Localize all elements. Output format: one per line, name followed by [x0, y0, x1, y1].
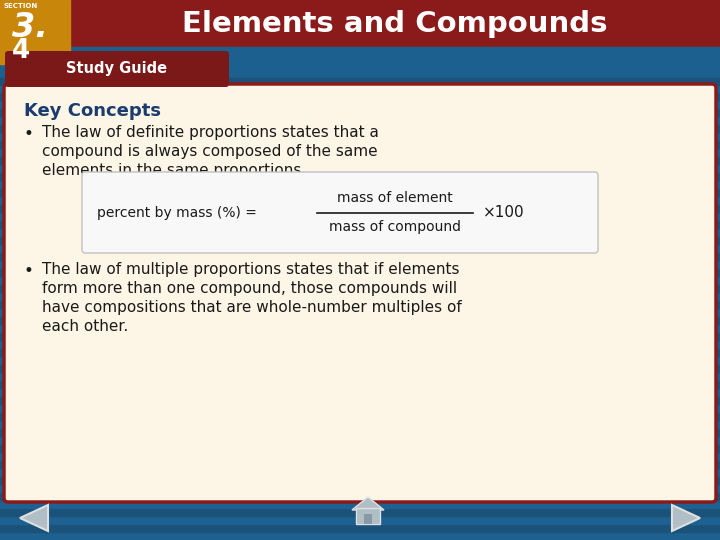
Polygon shape	[20, 505, 48, 531]
Bar	[0, 0, 70, 64]
Bar	[0, 316, 720, 324]
Bar	[0, 124, 720, 132]
Bar	[0, 436, 720, 444]
Bar	[0, 20, 720, 28]
Bar	[0, 196, 720, 204]
Text: compound is always composed of the same: compound is always composed of the same	[42, 144, 377, 159]
Bar	[0, 164, 720, 172]
Bar	[0, 420, 720, 428]
Bar	[0, 372, 720, 380]
Bar	[0, 84, 720, 92]
Bar	[0, 356, 720, 364]
Bar	[0, 268, 720, 276]
Bar	[0, 532, 720, 540]
Bar	[0, 36, 720, 44]
Bar	[0, 44, 720, 52]
Bar	[356, 508, 380, 524]
Text: Study Guide: Study Guide	[66, 62, 168, 77]
Text: Elements and Compounds: Elements and Compounds	[182, 10, 608, 38]
Bar	[0, 460, 720, 468]
Bar	[0, 244, 720, 252]
Text: have compositions that are whole-number multiples of: have compositions that are whole-number …	[42, 300, 462, 315]
Bar	[0, 260, 720, 268]
Text: mass of compound: mass of compound	[329, 219, 461, 233]
Text: The law of definite proportions states that a: The law of definite proportions states t…	[42, 125, 379, 140]
Text: ×100: ×100	[483, 205, 525, 220]
Bar	[0, 428, 720, 436]
Bar	[0, 0, 720, 47]
Text: •: •	[24, 262, 34, 280]
Bar	[0, 492, 720, 500]
Bar	[0, 140, 720, 148]
Bar	[0, 276, 720, 284]
Bar	[0, 78, 720, 85]
Bar	[0, 212, 720, 220]
Bar	[0, 508, 720, 516]
Bar	[0, 516, 720, 524]
FancyBboxPatch shape	[5, 51, 229, 87]
Bar	[0, 60, 720, 68]
Bar	[0, 292, 720, 300]
Bar	[0, 500, 720, 508]
Bar	[0, 108, 720, 116]
Bar	[0, 68, 720, 76]
Bar	[0, 172, 720, 180]
Bar	[0, 204, 720, 212]
Bar	[0, 252, 720, 260]
Bar	[0, 236, 720, 244]
Bar	[0, 28, 720, 36]
Bar	[0, 52, 720, 60]
Text: Key Concepts: Key Concepts	[24, 102, 161, 120]
Bar	[0, 220, 720, 228]
Bar	[0, 188, 720, 196]
Text: •: •	[24, 125, 34, 143]
Bar	[0, 4, 720, 12]
Text: mass of element: mass of element	[337, 192, 453, 206]
FancyBboxPatch shape	[4, 84, 716, 502]
Bar	[0, 380, 720, 388]
Polygon shape	[352, 497, 384, 510]
Bar	[0, 484, 720, 492]
Polygon shape	[672, 505, 700, 531]
Bar	[0, 444, 720, 452]
Bar	[0, 348, 720, 356]
Bar	[0, 332, 720, 340]
Text: SECTION: SECTION	[4, 3, 38, 9]
Bar	[0, 100, 720, 108]
Bar	[0, 404, 720, 412]
Bar	[0, 148, 720, 156]
Bar	[0, 388, 720, 396]
Bar	[0, 228, 720, 236]
Bar	[0, 364, 720, 372]
Text: elements in the same proportions.: elements in the same proportions.	[42, 163, 306, 178]
Text: The law of multiple proportions states that if elements: The law of multiple proportions states t…	[42, 262, 459, 277]
Bar	[0, 0, 720, 4]
Text: each other.: each other.	[42, 319, 128, 334]
Bar	[0, 412, 720, 420]
Bar	[0, 92, 720, 100]
Bar	[364, 514, 372, 524]
Bar	[0, 324, 720, 332]
Bar	[0, 116, 720, 124]
Text: 4: 4	[12, 38, 30, 64]
Text: 3.: 3.	[12, 11, 48, 44]
Text: form more than one compound, those compounds will: form more than one compound, those compo…	[42, 281, 457, 296]
Bar	[0, 340, 720, 348]
Bar	[0, 452, 720, 460]
Bar	[0, 300, 720, 308]
Bar	[0, 180, 720, 188]
Bar	[0, 76, 720, 84]
Bar	[0, 524, 720, 532]
Bar	[0, 396, 720, 404]
Bar	[0, 284, 720, 292]
Bar	[0, 132, 720, 140]
Text: percent by mass (%) =: percent by mass (%) =	[97, 206, 257, 219]
Bar	[0, 156, 720, 164]
Bar	[0, 47, 720, 78]
Bar	[0, 12, 720, 20]
Bar	[0, 476, 720, 484]
FancyBboxPatch shape	[82, 172, 598, 253]
Bar	[0, 308, 720, 316]
Bar	[0, 468, 720, 476]
